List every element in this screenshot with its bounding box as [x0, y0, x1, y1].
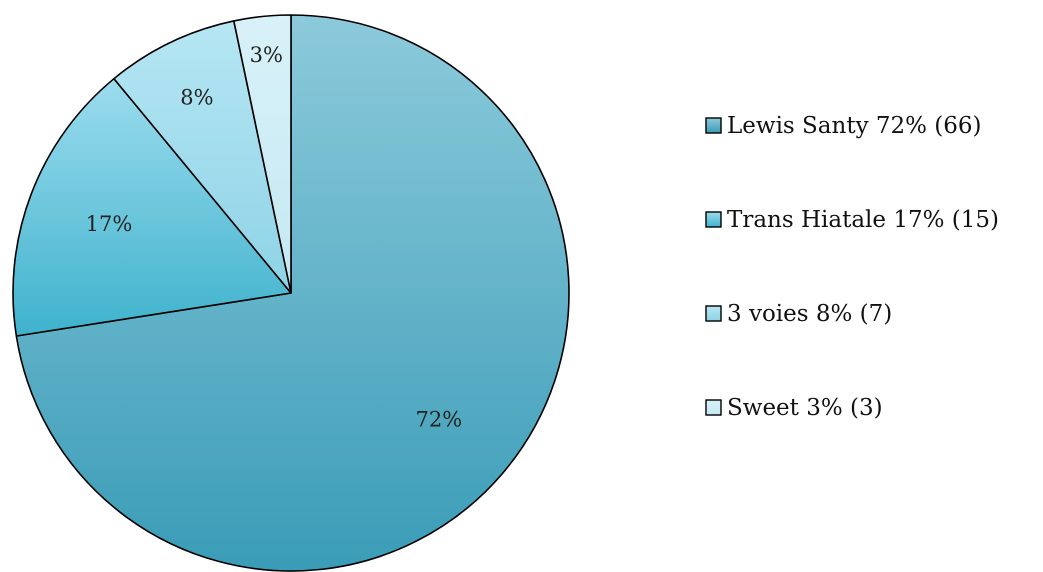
pie-slice-lewis-santy [15, 14, 570, 572]
pie-slice-labels: 72% 17% 8% 3% [86, 43, 463, 431]
legend-label: Trans Hiatale 17% (15) [727, 207, 999, 233]
legend-swatch [705, 399, 722, 416]
legend-swatch [705, 211, 722, 228]
legend-swatch [705, 305, 722, 322]
pie-slice-label: 72% [416, 408, 463, 432]
legend-label: Sweet 3% (3) [727, 395, 883, 421]
pie-slice-label: 17% [86, 212, 133, 236]
legend-swatch [705, 117, 722, 134]
pie-slice-label: 3% [250, 43, 283, 67]
legend-label: 3 voies 8% (7) [727, 301, 892, 327]
pie-slice-trans-hiatale [12, 77, 292, 337]
pie-slice-label: 8% [180, 86, 213, 110]
pie-slice-3-voies [113, 20, 292, 294]
pie-slice-sweet [233, 14, 292, 294]
legend: Lewis Santy 72% (66) Trans Hiatale 17% (1… [705, 113, 999, 421]
pie-slices [12, 14, 570, 572]
legend-label: Lewis Santy 72% (66) [727, 113, 982, 139]
